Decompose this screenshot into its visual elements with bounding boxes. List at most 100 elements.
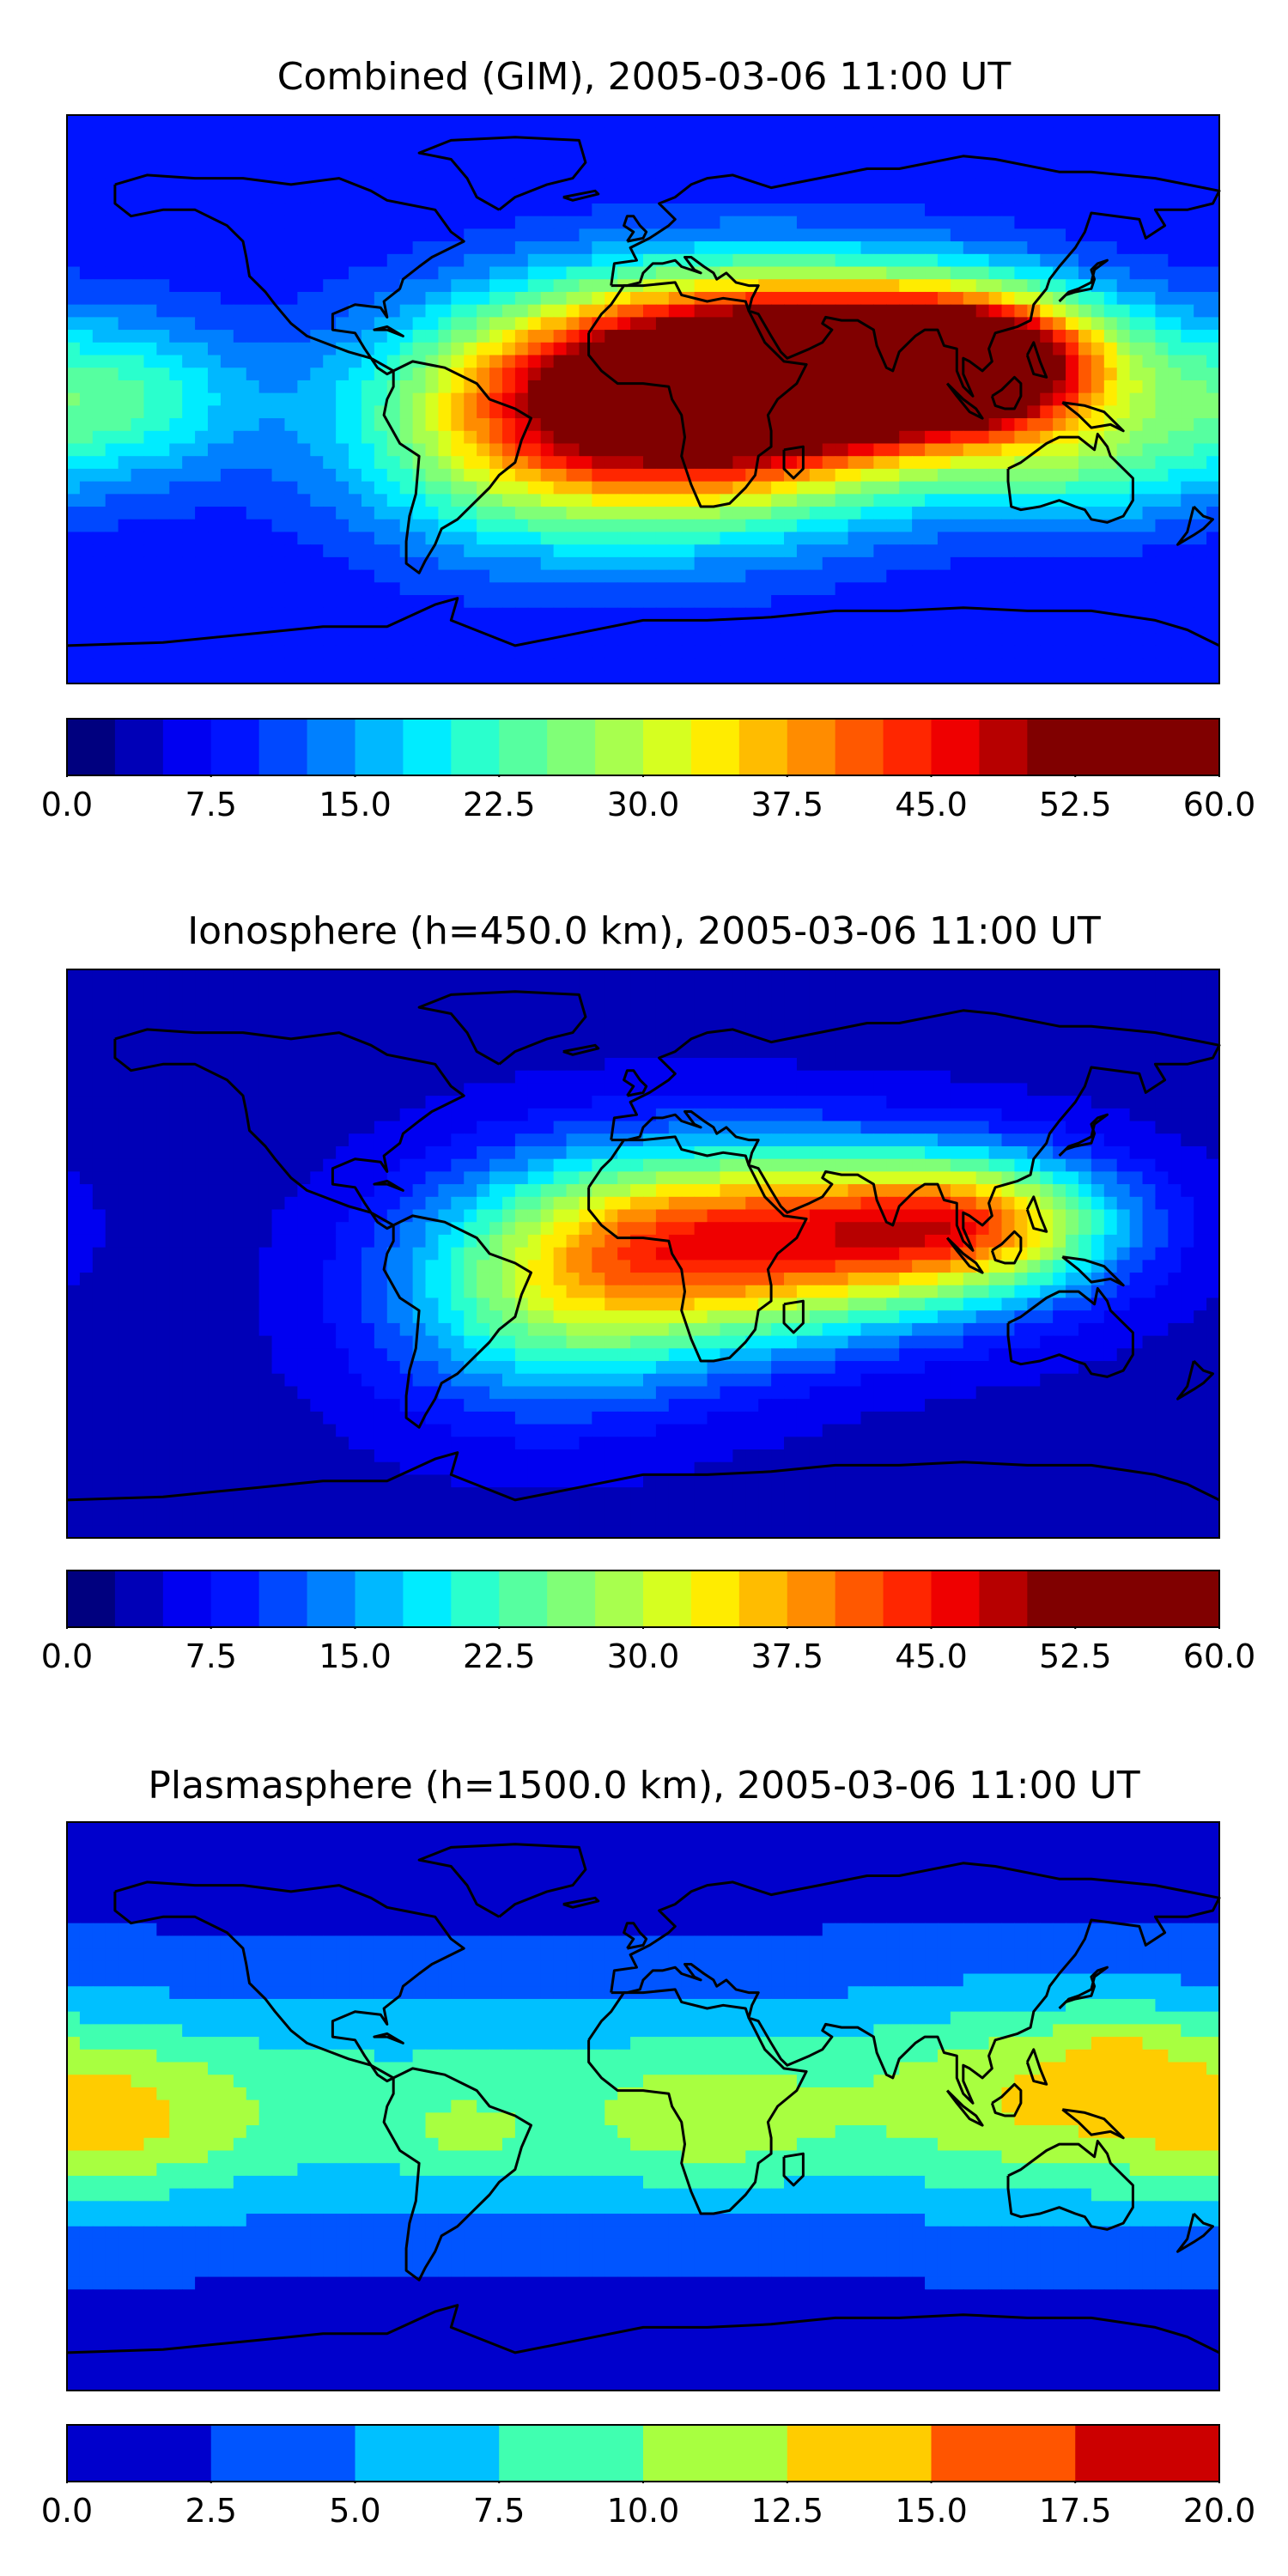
heatmap-cell xyxy=(1181,153,1194,167)
heatmap-cell xyxy=(233,392,247,406)
heatmap-cell xyxy=(477,253,490,268)
heatmap-cell xyxy=(105,330,119,343)
heatmap-cell xyxy=(1155,368,1169,381)
heatmap-cell xyxy=(297,430,311,445)
heatmap-cell xyxy=(271,1057,286,1072)
heatmap-cell xyxy=(105,481,119,495)
heatmap-cell xyxy=(758,279,772,293)
heatmap-cell xyxy=(501,279,516,293)
heatmap-cell xyxy=(1091,153,1105,167)
heatmap-cell xyxy=(848,1070,862,1084)
heatmap-cell xyxy=(1078,1057,1092,1072)
heatmap-cell xyxy=(425,178,440,191)
heatmap-cell xyxy=(195,544,209,558)
heatmap-cell xyxy=(732,191,746,204)
heatmap-cell xyxy=(527,380,542,394)
heatmap-cell xyxy=(1142,304,1157,318)
heatmap-cell xyxy=(592,607,605,622)
heatmap-cell xyxy=(156,519,170,533)
heatmap-cell xyxy=(848,556,862,571)
heatmap-cell xyxy=(655,368,670,381)
heatmap-cell xyxy=(1181,115,1194,129)
heatmap-cell xyxy=(771,994,785,1008)
heatmap-cell xyxy=(1194,969,1207,983)
heatmap-cell xyxy=(720,443,733,457)
coastline xyxy=(990,375,1023,410)
heatmap-cell xyxy=(835,1083,849,1097)
heatmap-cell xyxy=(374,241,388,255)
heatmap-cell xyxy=(361,569,375,583)
heatmap-cell xyxy=(105,127,119,142)
heatmap-cell xyxy=(566,115,580,129)
heatmap-cell xyxy=(118,216,132,229)
heatmap-cell xyxy=(527,658,542,671)
heatmap-cell xyxy=(745,355,759,368)
heatmap-cell xyxy=(681,532,696,545)
heatmap-cell xyxy=(668,216,683,229)
chart-1-colorbar xyxy=(66,718,1220,777)
heatmap-cell xyxy=(1194,994,1207,1008)
heatmap-cell xyxy=(553,494,568,507)
heatmap-cell xyxy=(835,645,849,659)
heatmap-cell xyxy=(809,115,823,129)
heatmap-cell xyxy=(1116,671,1131,684)
heatmap-cell xyxy=(79,253,94,268)
heatmap-cell xyxy=(630,481,644,495)
heatmap-cell xyxy=(745,556,759,571)
heatmap-cell xyxy=(258,216,273,229)
heatmap-cell xyxy=(284,494,298,507)
heatmap-cell xyxy=(771,253,785,268)
heatmap-cell xyxy=(681,355,696,368)
heatmap-cell xyxy=(732,620,746,634)
heatmap-cell xyxy=(399,595,414,609)
heatmap-cell xyxy=(643,1045,657,1059)
heatmap-cell xyxy=(950,671,964,684)
heatmap-cell xyxy=(79,380,94,394)
heatmap-cell xyxy=(1181,291,1194,306)
heatmap-cell xyxy=(169,253,183,268)
heatmap-cell xyxy=(617,330,631,343)
heatmap-cell xyxy=(92,969,106,983)
heatmap-cell xyxy=(1066,671,1079,684)
heatmap-cell xyxy=(361,456,375,470)
heatmap-cell xyxy=(258,1019,273,1034)
heatmap-cell xyxy=(873,140,887,154)
heatmap-cell xyxy=(720,253,733,268)
heatmap-cell xyxy=(489,253,503,268)
heatmap-cell xyxy=(118,468,132,483)
heatmap-cell xyxy=(464,1070,477,1084)
heatmap-cell xyxy=(156,127,170,142)
heatmap-cell xyxy=(131,1070,145,1084)
heatmap-cell xyxy=(386,994,401,1008)
heatmap-cell xyxy=(477,494,490,507)
colorbar-segment xyxy=(451,719,500,775)
heatmap-cell xyxy=(1066,633,1079,647)
heatmap-cell xyxy=(131,532,145,545)
heatmap-cell xyxy=(1078,392,1092,406)
heatmap-cell xyxy=(681,981,696,996)
heatmap-cell xyxy=(963,418,977,432)
heatmap-cell xyxy=(1066,443,1079,457)
heatmap-cell xyxy=(246,1057,260,1072)
heatmap-cell xyxy=(988,279,1003,293)
heatmap-cell xyxy=(451,1045,465,1059)
heatmap-cell xyxy=(873,468,887,483)
heatmap-cell xyxy=(501,468,516,483)
heatmap-cell xyxy=(310,569,324,583)
heatmap-cell xyxy=(220,969,234,983)
heatmap-cell xyxy=(220,494,234,507)
heatmap-cell xyxy=(1181,241,1194,255)
heatmap-cell xyxy=(477,1045,490,1059)
heatmap-cell xyxy=(848,279,862,293)
heatmap-cell xyxy=(143,266,157,280)
heatmap-cell xyxy=(1142,1019,1157,1034)
heatmap-cell xyxy=(796,620,811,634)
heatmap-cell xyxy=(386,304,401,318)
heatmap-cell xyxy=(1091,191,1105,204)
heatmap-cell xyxy=(477,671,490,684)
heatmap-cell xyxy=(592,507,605,520)
heatmap-cell xyxy=(1116,569,1131,583)
heatmap-cell xyxy=(822,279,836,293)
heatmap-cell xyxy=(399,481,414,495)
heatmap-cell xyxy=(297,140,311,154)
